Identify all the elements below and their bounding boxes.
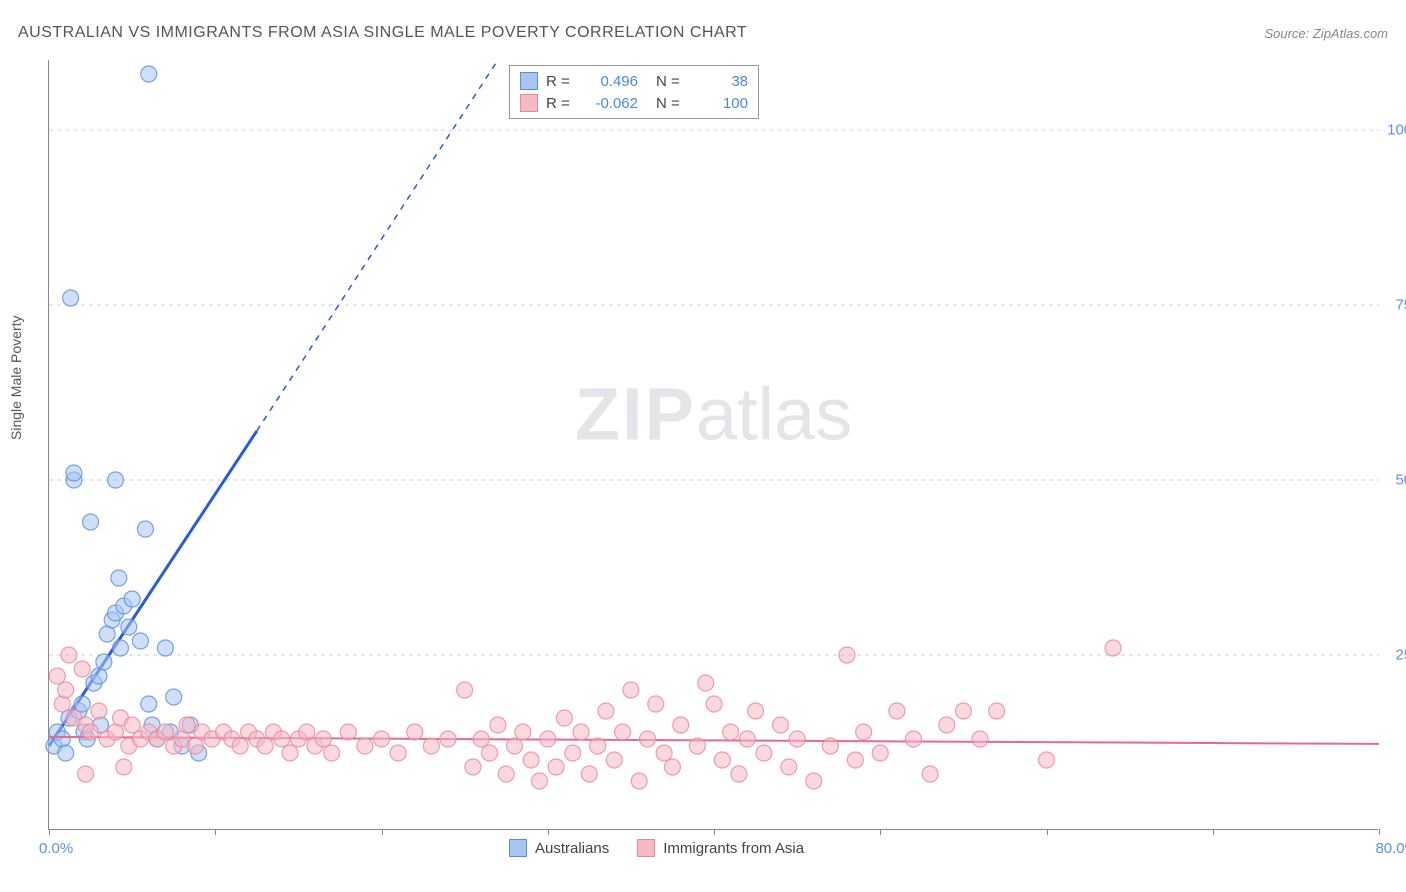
n-value: 100 (692, 95, 748, 112)
legend-row: R = -0.062 N = 100 (520, 92, 748, 114)
x-tick (548, 829, 549, 835)
x-tick (215, 829, 216, 835)
n-label: N = (656, 95, 684, 112)
legend-swatch (509, 839, 527, 857)
legend-swatch (637, 839, 655, 857)
plot-area: ZIPatlas R =0.496N =38R =-0.062N =100 Au… (48, 60, 1378, 830)
legend-series: Australians Immigrants from Asia (509, 839, 804, 857)
y-tick-label: 50.0% (1395, 472, 1406, 489)
legend-series-item: Australians (509, 839, 609, 857)
y-tick-label: 100.0% (1387, 122, 1406, 139)
legend-swatch (520, 72, 538, 90)
x-tick (714, 829, 715, 835)
x-tick (1047, 829, 1048, 835)
x-tick (49, 829, 50, 835)
x-tick-label-max: 80.0% (1375, 840, 1406, 857)
n-value: 38 (692, 73, 748, 90)
legend-row: R = 0.496 N = 38 (520, 70, 748, 92)
x-tick (1213, 829, 1214, 835)
legend-swatch (520, 94, 538, 112)
r-value: -0.062 (582, 95, 638, 112)
x-tick (382, 829, 383, 835)
r-label: R = (546, 95, 574, 112)
legend-series-label: Australians (535, 840, 609, 857)
x-tick-label-min: 0.0% (39, 840, 73, 857)
source-label: Source: ZipAtlas.com (1264, 26, 1388, 41)
legend-series-label: Immigrants from Asia (663, 840, 804, 857)
y-tick-label: 75.0% (1395, 297, 1406, 314)
r-label: R = (546, 73, 574, 90)
y-axis-label: Single Male Poverty (8, 315, 24, 440)
chart-svg (49, 60, 1378, 829)
y-tick-label: 25.0% (1395, 647, 1406, 664)
r-value: 0.496 (582, 73, 638, 90)
n-label: N = (656, 73, 684, 90)
x-tick (880, 829, 881, 835)
legend-series-item: Immigrants from Asia (637, 839, 804, 857)
chart-title: AUSTRALIAN VS IMMIGRANTS FROM ASIA SINGL… (18, 24, 747, 42)
legend-correlation: R = 0.496 N = 38 R = -0.062 N = 100 (509, 65, 759, 119)
x-tick (1379, 829, 1380, 835)
